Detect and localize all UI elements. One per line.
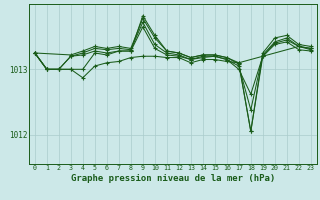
X-axis label: Graphe pression niveau de la mer (hPa): Graphe pression niveau de la mer (hPa) — [71, 174, 275, 183]
